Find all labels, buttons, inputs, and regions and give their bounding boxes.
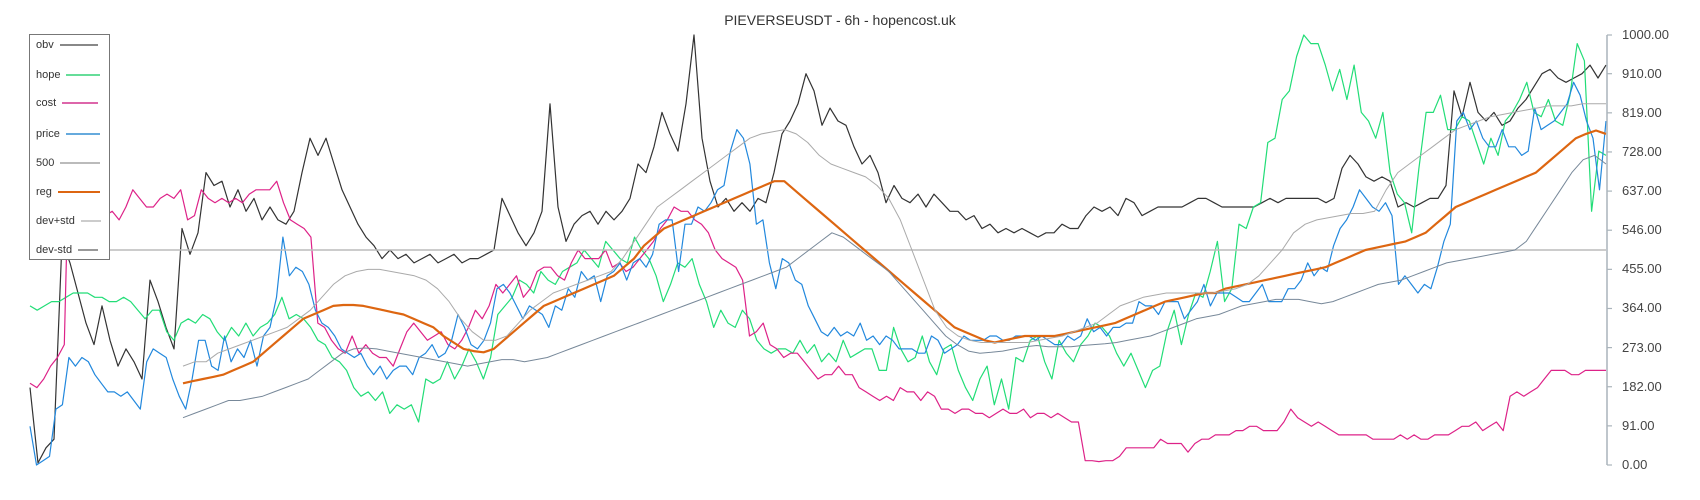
series-hope	[29, 34, 1607, 423]
y-tick-label: 819.00	[1622, 104, 1662, 120]
legend-item-dev-minus-std: dev-std	[36, 244, 99, 256]
series-dev-plus-std	[182, 103, 1606, 367]
y-tick-label: 455.00	[1622, 261, 1662, 277]
legend-item-cost: cost	[36, 97, 99, 109]
series-price	[29, 81, 1607, 466]
legend-line-obv	[59, 44, 98, 46]
legend-item-price: price	[36, 128, 100, 140]
y-tick-label: 546.00	[1622, 222, 1662, 238]
series-cost	[29, 34, 1606, 463]
legend-line-dev-plus-std	[80, 220, 101, 222]
legend: obv hope cost price 500 reg dev+std dev-…	[29, 34, 110, 260]
y-tick-label: 637.00	[1622, 183, 1662, 199]
series-dev-minus-std	[182, 154, 1607, 419]
y-tick-label: 0.00	[1622, 457, 1648, 472]
chart-title: PIEVERSEUSDT - 6h - hopencost.uk	[724, 12, 956, 28]
legend-item-reg: reg	[36, 186, 100, 198]
y-tick-label: 273.00	[1622, 339, 1662, 355]
y-tick-label: 364.00	[1622, 300, 1662, 316]
y-axis	[1606, 34, 1612, 466]
legend-item-hope: hope	[36, 69, 101, 81]
legend-line-cost	[62, 102, 99, 104]
legend-line-500	[60, 162, 101, 164]
y-tick-label: 91.00	[1622, 417, 1655, 433]
legend-item-dev-plus-std: dev+std	[36, 215, 101, 227]
legend-item-obv: obv	[36, 39, 98, 51]
series-layer	[29, 34, 1607, 466]
series-reg	[182, 129, 1607, 385]
y-tick-label: 182.00	[1622, 378, 1662, 394]
series-obv	[29, 34, 1607, 464]
legend-line-dev-minus-std	[78, 249, 99, 251]
legend-line-price	[65, 133, 100, 135]
legend-line-reg	[57, 191, 100, 193]
legend-item-500: 500	[36, 157, 101, 169]
y-tick-label: 910.00	[1622, 65, 1662, 81]
y-tick-label: 728.00	[1622, 143, 1662, 159]
legend-line-hope	[66, 74, 101, 76]
y-tick-label: 1000.00	[1622, 27, 1669, 42]
